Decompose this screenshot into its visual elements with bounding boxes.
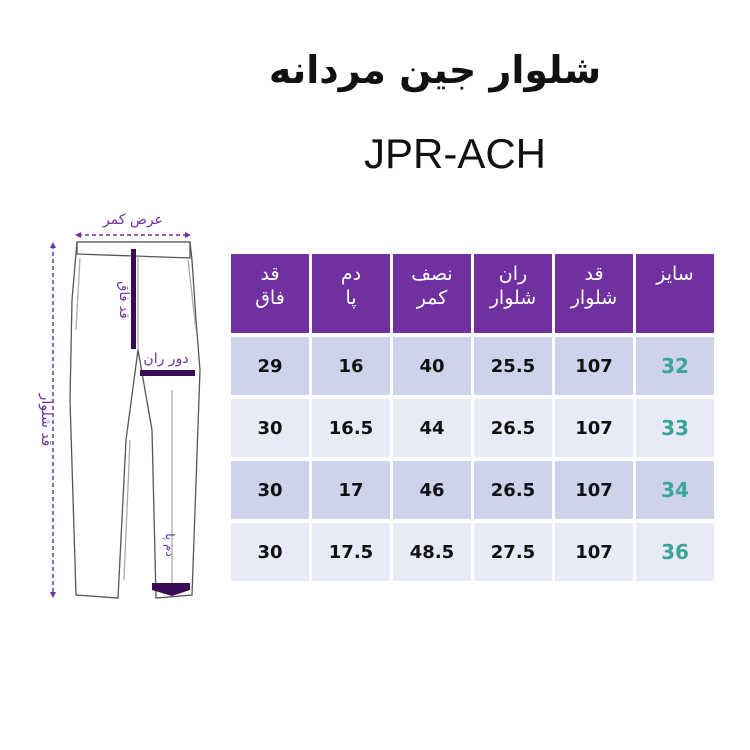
cell-length: 107 <box>555 399 633 457</box>
cell-hem: 16 <box>312 337 390 395</box>
cell-length: 107 <box>555 461 633 519</box>
size-table: سایز قد شلوار ران شلوار نصف کمر دم پا قد فاق … <box>228 250 717 585</box>
header-length: قد شلوار <box>555 254 633 333</box>
cell-size: 34 <box>636 461 714 519</box>
table-row: 32 107 25.5 40 16 29 <box>231 337 714 395</box>
cell-half-waist: 40 <box>393 337 471 395</box>
cell-hem: 17 <box>312 461 390 519</box>
cell-rise: 30 <box>231 523 309 581</box>
cell-thigh: 27.5 <box>474 523 552 581</box>
cell-size: 32 <box>636 337 714 395</box>
table-row: 33 107 26.5 44 16.5 30 <box>231 399 714 457</box>
cell-hem: 16.5 <box>312 399 390 457</box>
cell-hem: 17.5 <box>312 523 390 581</box>
table-row: 34 107 26.5 46 17 30 <box>231 461 714 519</box>
rise-marker <box>131 249 136 349</box>
thigh-marker <box>140 370 195 376</box>
table-row: 36 107 27.5 48.5 17.5 30 <box>231 523 714 581</box>
thigh-label: دور ران <box>143 351 188 367</box>
table-header-row: سایز قد شلوار ران شلوار نصف کمر دم پا قد فاق <box>231 254 714 333</box>
hem-marker <box>152 583 190 596</box>
header-hem: دم پا <box>312 254 390 333</box>
cell-size: 33 <box>636 399 714 457</box>
header-half-waist: نصف کمر <box>393 254 471 333</box>
product-model: JPR-ACH <box>363 130 546 177</box>
cell-length: 107 <box>555 523 633 581</box>
cell-rise: 30 <box>231 461 309 519</box>
cell-half-waist: 48.5 <box>393 523 471 581</box>
header-rise: قد فاق <box>231 254 309 333</box>
cell-size: 36 <box>636 523 714 581</box>
cell-length: 107 <box>555 337 633 395</box>
cell-rise: 30 <box>231 399 309 457</box>
cell-thigh: 26.5 <box>474 461 552 519</box>
cell-half-waist: 46 <box>393 461 471 519</box>
pants-measurement-diagram: عرض کمر دور ران قد فاق قد شلوار دم پا <box>38 212 201 599</box>
cell-half-waist: 44 <box>393 399 471 457</box>
hem-label: دم پا <box>163 533 177 557</box>
cell-thigh: 26.5 <box>474 399 552 457</box>
header-size: سایز <box>636 254 714 333</box>
waist-width-label: عرض کمر <box>102 212 163 228</box>
cell-thigh: 25.5 <box>474 337 552 395</box>
product-title: شلوار جین مردانه <box>268 48 602 92</box>
rise-label: قد فاق <box>116 281 131 318</box>
header-thigh: ران شلوار <box>474 254 552 333</box>
length-label: قد شلوار <box>38 393 54 447</box>
cell-rise: 29 <box>231 337 309 395</box>
